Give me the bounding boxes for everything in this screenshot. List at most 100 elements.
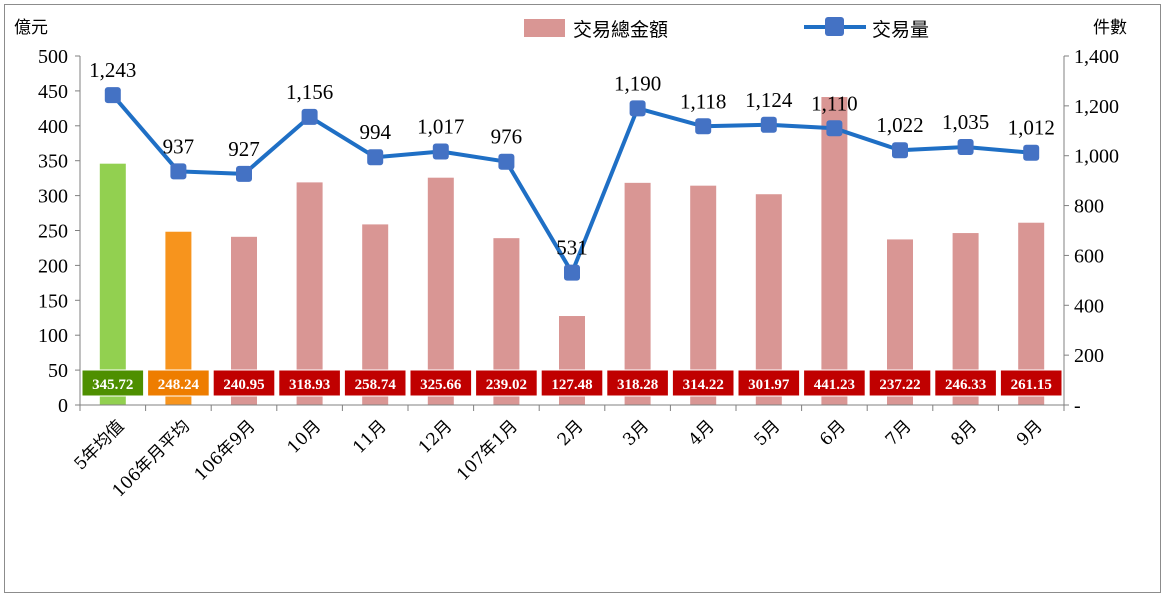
left-axis-title: 億元 bbox=[14, 18, 48, 38]
right-tick-label: - bbox=[1074, 395, 1081, 417]
x-category-label: 6月 bbox=[816, 416, 850, 450]
left-tick-label: 0 bbox=[58, 395, 68, 417]
line-value-label: 937 bbox=[163, 134, 195, 158]
bar-value-box bbox=[475, 369, 538, 397]
bar-value-label: 239.02 bbox=[486, 377, 527, 393]
chart-frame bbox=[4, 4, 1161, 593]
bar-value-label: 246.33 bbox=[945, 377, 986, 393]
line-value-label: 1,243 bbox=[89, 58, 136, 82]
bar-value-box bbox=[147, 369, 210, 397]
x-category-label: 106年9月 bbox=[191, 416, 260, 485]
line-value-label: 1,156 bbox=[286, 80, 333, 104]
line-value-label: 1,035 bbox=[942, 110, 989, 134]
line-marker bbox=[301, 108, 318, 125]
bar-value-box bbox=[868, 369, 932, 397]
bar-value-labels: 345.72 248.24 240.95 318.93 258.74 325.66 239.… bbox=[81, 369, 1063, 397]
left-tick-label: 50 bbox=[48, 360, 68, 382]
bar bbox=[821, 97, 848, 406]
right-axis-title: 件數 bbox=[1093, 18, 1127, 38]
bar bbox=[99, 163, 126, 405]
line-value-label: 976 bbox=[491, 125, 523, 149]
bar-value-box bbox=[671, 369, 735, 397]
left-tick-label: 200 bbox=[38, 255, 68, 277]
line-value-label: 531 bbox=[556, 236, 588, 260]
line-marker bbox=[432, 143, 449, 160]
x-category-label: 12月 bbox=[415, 416, 456, 457]
right-tick-label: 400 bbox=[1074, 295, 1104, 317]
x-category-label: 8月 bbox=[947, 416, 981, 450]
right-axis-ticks: - 200 400 600 800 1,000 1,200 1,400 bbox=[1064, 46, 1119, 417]
legend-bar-swatch bbox=[524, 19, 565, 37]
bar-value-box bbox=[999, 369, 1063, 397]
bar-value-label: 345.72 bbox=[92, 377, 133, 393]
x-category-label: 11月 bbox=[349, 416, 390, 457]
right-tick-label: 800 bbox=[1074, 196, 1104, 218]
bar bbox=[427, 177, 454, 405]
x-category-label: 107年1月 bbox=[453, 416, 522, 485]
line-marker bbox=[170, 163, 187, 180]
bar-value-box bbox=[409, 369, 473, 397]
bar-value-box bbox=[540, 369, 604, 397]
right-tick-label: 200 bbox=[1074, 345, 1104, 367]
bar-value-box bbox=[81, 369, 145, 397]
line-marker bbox=[498, 153, 515, 170]
line-marker bbox=[1023, 144, 1040, 161]
bar bbox=[624, 182, 651, 405]
bar-value-label: 248.24 bbox=[158, 377, 200, 393]
bar-value-box bbox=[934, 369, 997, 397]
left-tick-label: 100 bbox=[38, 325, 68, 347]
line-marker bbox=[367, 149, 384, 166]
x-category-label: 9月 bbox=[1013, 416, 1047, 450]
bar-value-box bbox=[803, 369, 866, 397]
x-category-label: 4月 bbox=[685, 416, 719, 450]
bar-value-label: 301.97 bbox=[748, 377, 790, 393]
left-tick-label: 450 bbox=[38, 81, 68, 103]
right-tick-label: 1,000 bbox=[1074, 146, 1119, 168]
left-tick-label: 400 bbox=[38, 116, 68, 138]
bar-value-label: 441.23 bbox=[814, 377, 855, 393]
line-marker bbox=[826, 120, 843, 137]
x-category-label: 10月 bbox=[284, 416, 325, 457]
line-series bbox=[104, 87, 1040, 281]
x-category-label: 7月 bbox=[882, 416, 916, 450]
left-tick-label: 150 bbox=[38, 290, 68, 312]
right-tick-label: 1,400 bbox=[1074, 46, 1119, 68]
line-marker bbox=[957, 138, 974, 155]
line-marker bbox=[760, 116, 777, 133]
bar-value-label: 325.66 bbox=[420, 377, 462, 393]
line-value-label: 927 bbox=[228, 137, 260, 161]
x-category-label: 3月 bbox=[619, 416, 653, 450]
left-axis-ticks: 0 50 100 150 200 250 300 350 400 450 500 bbox=[38, 46, 80, 417]
bar-value-label: 318.28 bbox=[617, 377, 658, 393]
line-value-label: 1,022 bbox=[876, 113, 923, 137]
legend: 交易總金額 交易量 bbox=[524, 17, 929, 41]
line-value-label: 1,017 bbox=[417, 114, 464, 138]
line-value-label: 1,110 bbox=[811, 91, 857, 115]
right-tick-label: 1,200 bbox=[1074, 96, 1119, 118]
bar-value-label: 237.22 bbox=[879, 377, 920, 393]
line-marker bbox=[892, 142, 908, 159]
line-value-label: 1,012 bbox=[1008, 116, 1055, 140]
line-value-label: 1,190 bbox=[614, 71, 661, 95]
bar bbox=[296, 182, 323, 405]
bar-value-label: 314.22 bbox=[683, 377, 724, 393]
x-category-label: 5年均值 bbox=[70, 416, 128, 474]
bar-value-box bbox=[606, 369, 669, 397]
bar-value-box bbox=[212, 369, 276, 397]
line-marker bbox=[104, 87, 121, 104]
line-marker bbox=[564, 264, 580, 281]
bar-value-label: 258.74 bbox=[355, 377, 397, 393]
line-value-labels: 1,243 937 927 1,156 994 1,017 976 531 1,190 1,118… bbox=[89, 58, 1055, 259]
bar-value-label: 318.93 bbox=[289, 377, 330, 393]
left-tick-label: 300 bbox=[38, 186, 68, 208]
bar-value-label: 240.95 bbox=[223, 377, 264, 393]
line-marker bbox=[695, 118, 712, 135]
line-value-label: 994 bbox=[359, 120, 391, 144]
legend-line-label: 交易量 bbox=[872, 19, 929, 41]
line-value-label: 1,118 bbox=[680, 89, 726, 113]
bar bbox=[690, 185, 717, 405]
x-category-label: 5月 bbox=[751, 416, 785, 450]
right-tick-label: 600 bbox=[1074, 245, 1104, 267]
left-tick-label: 250 bbox=[38, 221, 68, 243]
